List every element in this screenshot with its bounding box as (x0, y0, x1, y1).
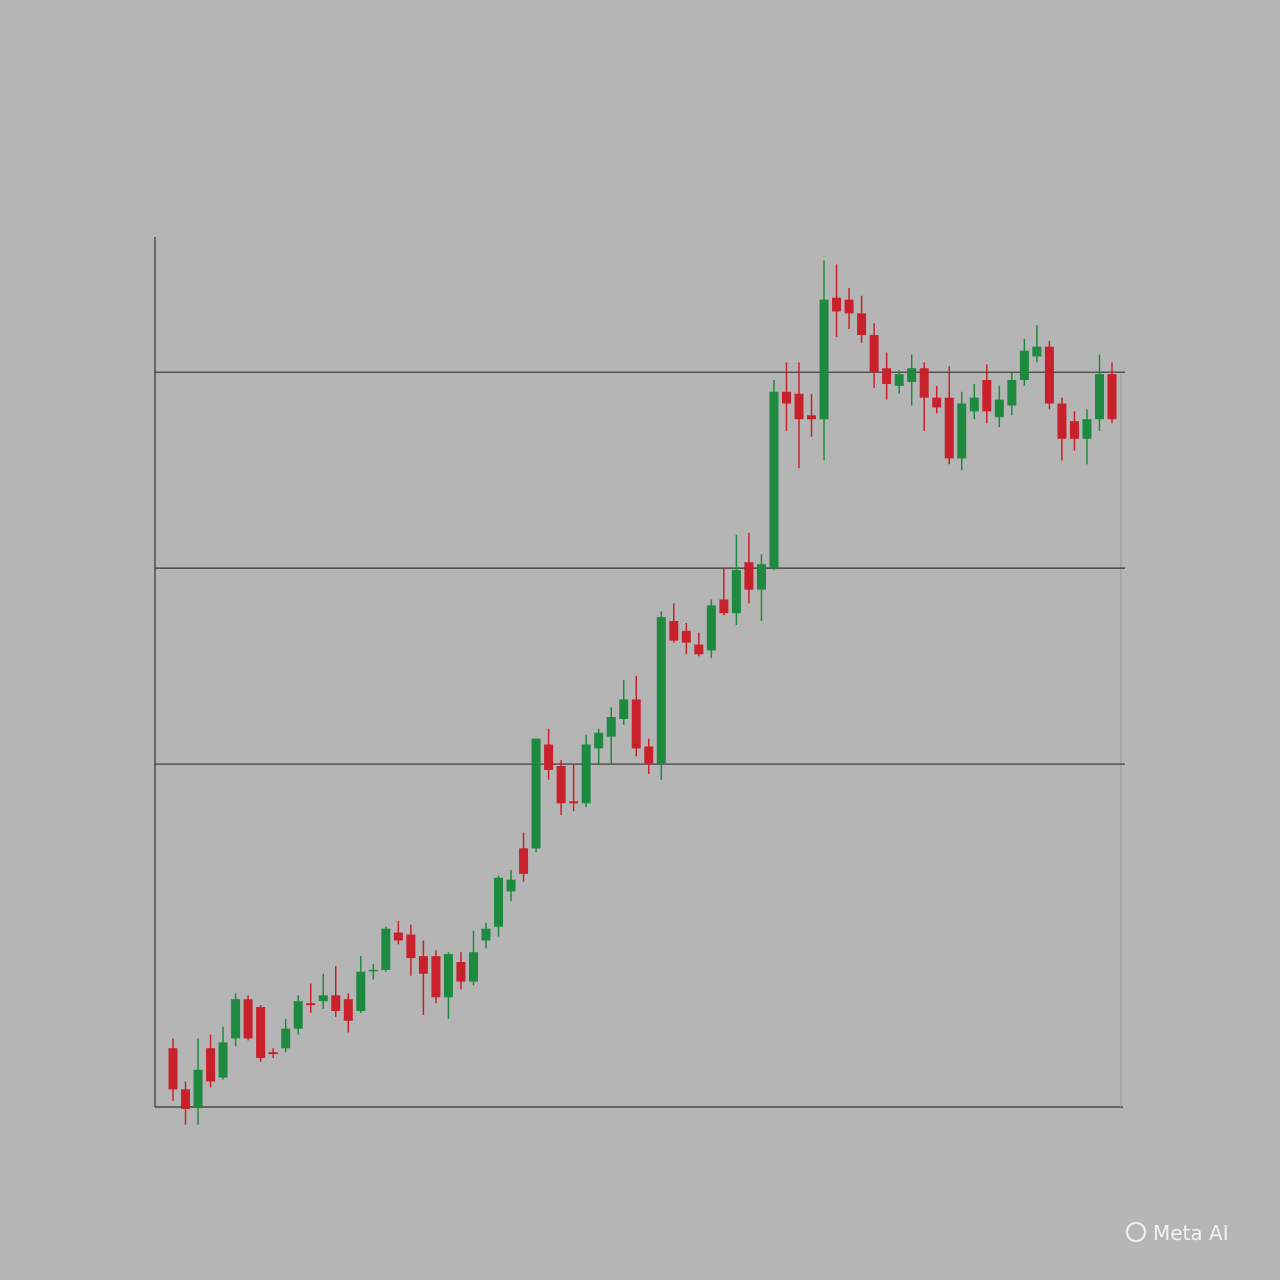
candle-body (1069, 421, 1079, 439)
candle-body (969, 397, 979, 412)
candle-body (744, 562, 754, 590)
candle-body (932, 397, 942, 408)
candle-body (819, 299, 829, 420)
candle-body (506, 879, 516, 892)
candle-body (857, 313, 867, 335)
candle-body (606, 717, 616, 737)
candle-body (894, 374, 904, 386)
candle-body (957, 403, 967, 459)
candle-body (731, 570, 741, 614)
candle-body (569, 801, 579, 804)
candle-body (907, 368, 917, 382)
candle-body (331, 995, 341, 1011)
candle-body (1044, 346, 1054, 404)
candle-body (556, 766, 566, 804)
candle-body (494, 877, 504, 927)
candle-body (1019, 350, 1029, 381)
candle-body (594, 732, 604, 749)
candle-body (381, 928, 391, 970)
candle-body (268, 1052, 278, 1055)
candle-body (231, 999, 241, 1039)
candle-body (306, 1003, 316, 1006)
candle-body (519, 848, 529, 874)
candle-body (356, 971, 366, 1011)
candle-body (781, 391, 791, 404)
candle-body (644, 746, 654, 765)
candle-body (1007, 380, 1017, 406)
watermark: Meta AI (1153, 1221, 1229, 1245)
candle-body (1094, 374, 1104, 420)
candle-body (281, 1028, 291, 1049)
candle-body (456, 961, 466, 982)
candle-body (1082, 419, 1092, 439)
candle-body (581, 744, 591, 804)
candle-body (181, 1089, 191, 1109)
candle-body (293, 1001, 303, 1029)
candle-body (1032, 346, 1042, 357)
candle-body (681, 630, 691, 643)
candle-body (468, 952, 478, 982)
candle-body (243, 999, 253, 1039)
candle-body (944, 397, 954, 459)
candle-body (794, 393, 804, 420)
candle-body (218, 1042, 228, 1078)
candle-body (418, 956, 428, 974)
candle-body (656, 617, 666, 765)
candle-body (706, 605, 716, 651)
candle-body (256, 1007, 266, 1059)
candle-body (481, 928, 491, 941)
candle-body (318, 995, 328, 1002)
candle-body (769, 391, 779, 569)
candle-body (443, 954, 453, 998)
candle-body (1107, 374, 1117, 420)
candle-body (669, 621, 679, 641)
candle-body (982, 380, 992, 412)
candle-body (756, 564, 766, 590)
candle-body (431, 956, 441, 998)
candle-body (994, 399, 1004, 418)
candle-body (694, 644, 704, 655)
candle-body (832, 297, 842, 312)
candle-body (406, 934, 416, 959)
candle-body (619, 699, 629, 720)
candle-body (531, 738, 541, 849)
candle-body (807, 415, 817, 420)
candle-body (1057, 403, 1067, 439)
candle-body (544, 744, 554, 770)
candle-body (919, 368, 929, 398)
candle-body (193, 1069, 203, 1107)
candle-body (393, 932, 403, 941)
candle-body (882, 368, 892, 384)
candle-body (206, 1048, 216, 1082)
candle-body (844, 299, 854, 314)
candle-body (168, 1048, 178, 1090)
candle-body (719, 599, 729, 614)
candle-body (631, 699, 641, 749)
candle-body (368, 969, 378, 972)
watermark-icon (1126, 1222, 1146, 1242)
candle-body (343, 999, 353, 1021)
candle-body (869, 334, 879, 373)
